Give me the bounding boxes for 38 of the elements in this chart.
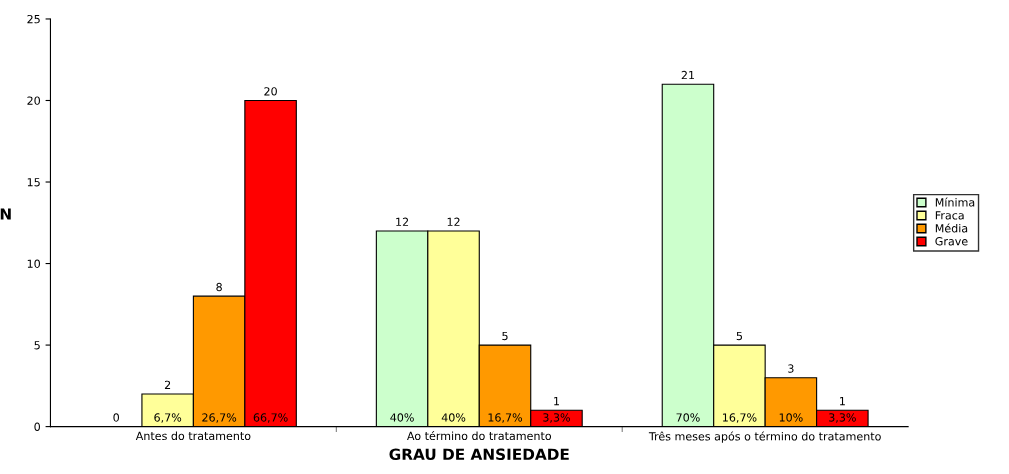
- y-tick-label: 0: [34, 422, 40, 431]
- data-label: 3: [788, 364, 794, 373]
- data-label: 1: [554, 397, 559, 406]
- data-label: 21: [681, 70, 695, 80]
- y-axis-title: N: [0, 208, 11, 220]
- x-tick-label: Três meses após o término do tratamento: [648, 431, 881, 443]
- annotation: 26,7%: [202, 413, 237, 423]
- data-label: 8: [216, 282, 222, 292]
- annotation: 3,3%: [829, 413, 856, 423]
- x-tick-label: Ao término do tratamento: [407, 431, 552, 441]
- legend-label: Mínima: [935, 197, 975, 207]
- y-tick-label: 20: [27, 96, 40, 105]
- legend-label: Grave: [935, 237, 968, 246]
- data-label: 12: [447, 217, 460, 226]
- data-label: 0: [113, 413, 119, 422]
- y-tick-label: 10: [27, 259, 40, 268]
- legend-label: Média: [935, 223, 968, 233]
- data-label: 1: [840, 397, 845, 406]
- data-label: 20: [264, 87, 277, 96]
- x-tick-label: Antes do tratamento: [135, 431, 251, 441]
- annotation: 16,7%: [723, 413, 757, 423]
- annotation: 70%: [676, 413, 700, 422]
- x-axis-title: GRAU DE ANSIEDADE: [389, 448, 569, 461]
- annotation: 6,7%: [154, 413, 182, 423]
- annotation: 40%: [390, 413, 414, 422]
- annotation: 66,7%: [253, 413, 288, 423]
- annotation: 3,3%: [543, 413, 570, 423]
- data-label: 2: [164, 380, 171, 389]
- annotation: 40%: [441, 413, 466, 422]
- y-tick-label: 15: [27, 178, 40, 187]
- legend-label: Fraca: [935, 211, 964, 220]
- annotation: 16,7%: [488, 413, 523, 423]
- data-label: 12: [396, 217, 409, 226]
- data-label: 5: [502, 331, 508, 341]
- y-tick-label: 5: [34, 341, 40, 350]
- y-tick-label: 25: [27, 14, 40, 24]
- annotation: 10%: [779, 413, 803, 422]
- data-label: 5: [736, 331, 742, 341]
